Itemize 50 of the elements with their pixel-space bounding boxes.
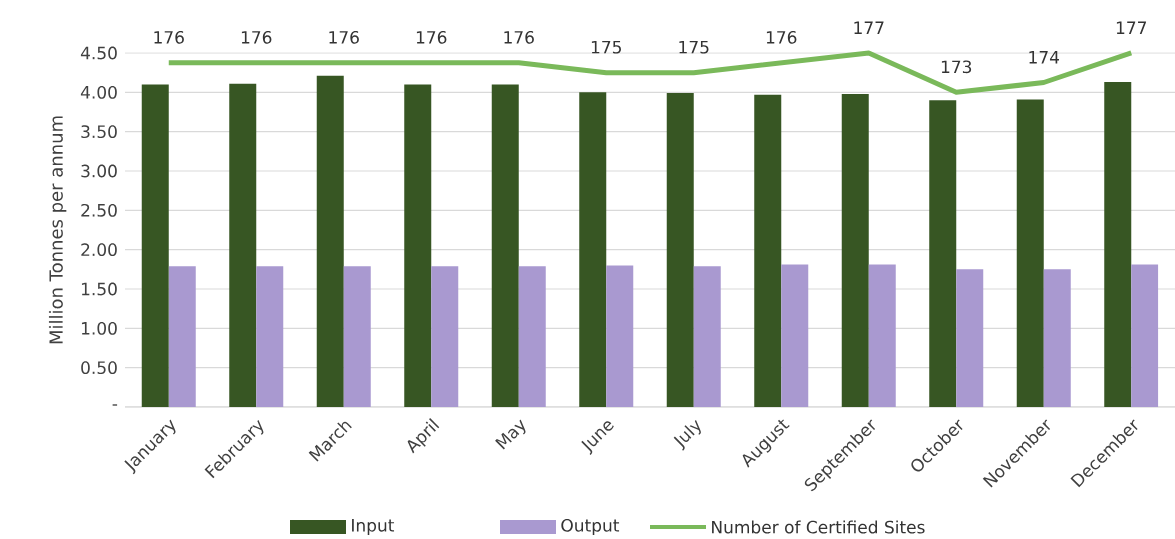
bar — [229, 83, 257, 407]
bar — [316, 75, 344, 407]
bar — [491, 84, 519, 407]
y-tick-label: 4.50 — [80, 46, 117, 60]
data-label: 177 — [1116, 21, 1147, 34]
data-label: 174 — [1029, 51, 1059, 64]
bar — [518, 266, 546, 407]
bar — [754, 94, 782, 407]
y-tick-label: 1.00 — [81, 321, 117, 335]
data-label: 175 — [679, 40, 709, 54]
y-tick-label: - — [112, 404, 118, 406]
bar — [431, 266, 459, 407]
data-label: 173 — [941, 60, 972, 74]
y-tick-label: 1.50 — [81, 282, 117, 296]
bar — [343, 266, 371, 407]
y-tick-label: 3.00 — [81, 164, 117, 178]
y-tick-label: 0.50 — [81, 361, 117, 375]
data-label: 176 — [241, 30, 272, 44]
data-label: 176 — [329, 30, 359, 44]
data-label: 176 — [416, 30, 447, 44]
y-tick-label: 4.00 — [80, 85, 117, 99]
bar — [404, 84, 432, 407]
bar — [1016, 99, 1044, 407]
bar — [141, 84, 169, 407]
bar — [868, 264, 896, 407]
bar — [666, 93, 694, 407]
data-label: 176 — [504, 30, 534, 44]
bar — [168, 266, 196, 407]
legend-label: Number of Certified Sites — [712, 520, 925, 534]
bar — [956, 269, 984, 407]
bar — [1043, 269, 1071, 407]
bar — [1104, 82, 1132, 407]
data-label: 176 — [766, 30, 797, 44]
legend-label: Output — [561, 518, 620, 536]
y-tick-label: 2.50 — [81, 203, 117, 217]
bar — [693, 266, 721, 407]
data-label: 175 — [591, 40, 621, 54]
data-label: 177 — [854, 21, 884, 34]
bar — [841, 93, 869, 407]
bar — [1131, 264, 1159, 407]
bar — [256, 266, 284, 407]
bar — [781, 264, 809, 407]
legend-label: Input — [352, 519, 395, 535]
y-axis-title: Million Tonnes per annum — [48, 116, 67, 344]
y-tick-label: 3.50 — [81, 125, 117, 139]
data-label: 176 — [154, 30, 184, 44]
bar — [606, 265, 634, 407]
y-tick-label: 2.00 — [81, 243, 117, 257]
bar — [929, 100, 957, 407]
bar — [579, 92, 607, 407]
